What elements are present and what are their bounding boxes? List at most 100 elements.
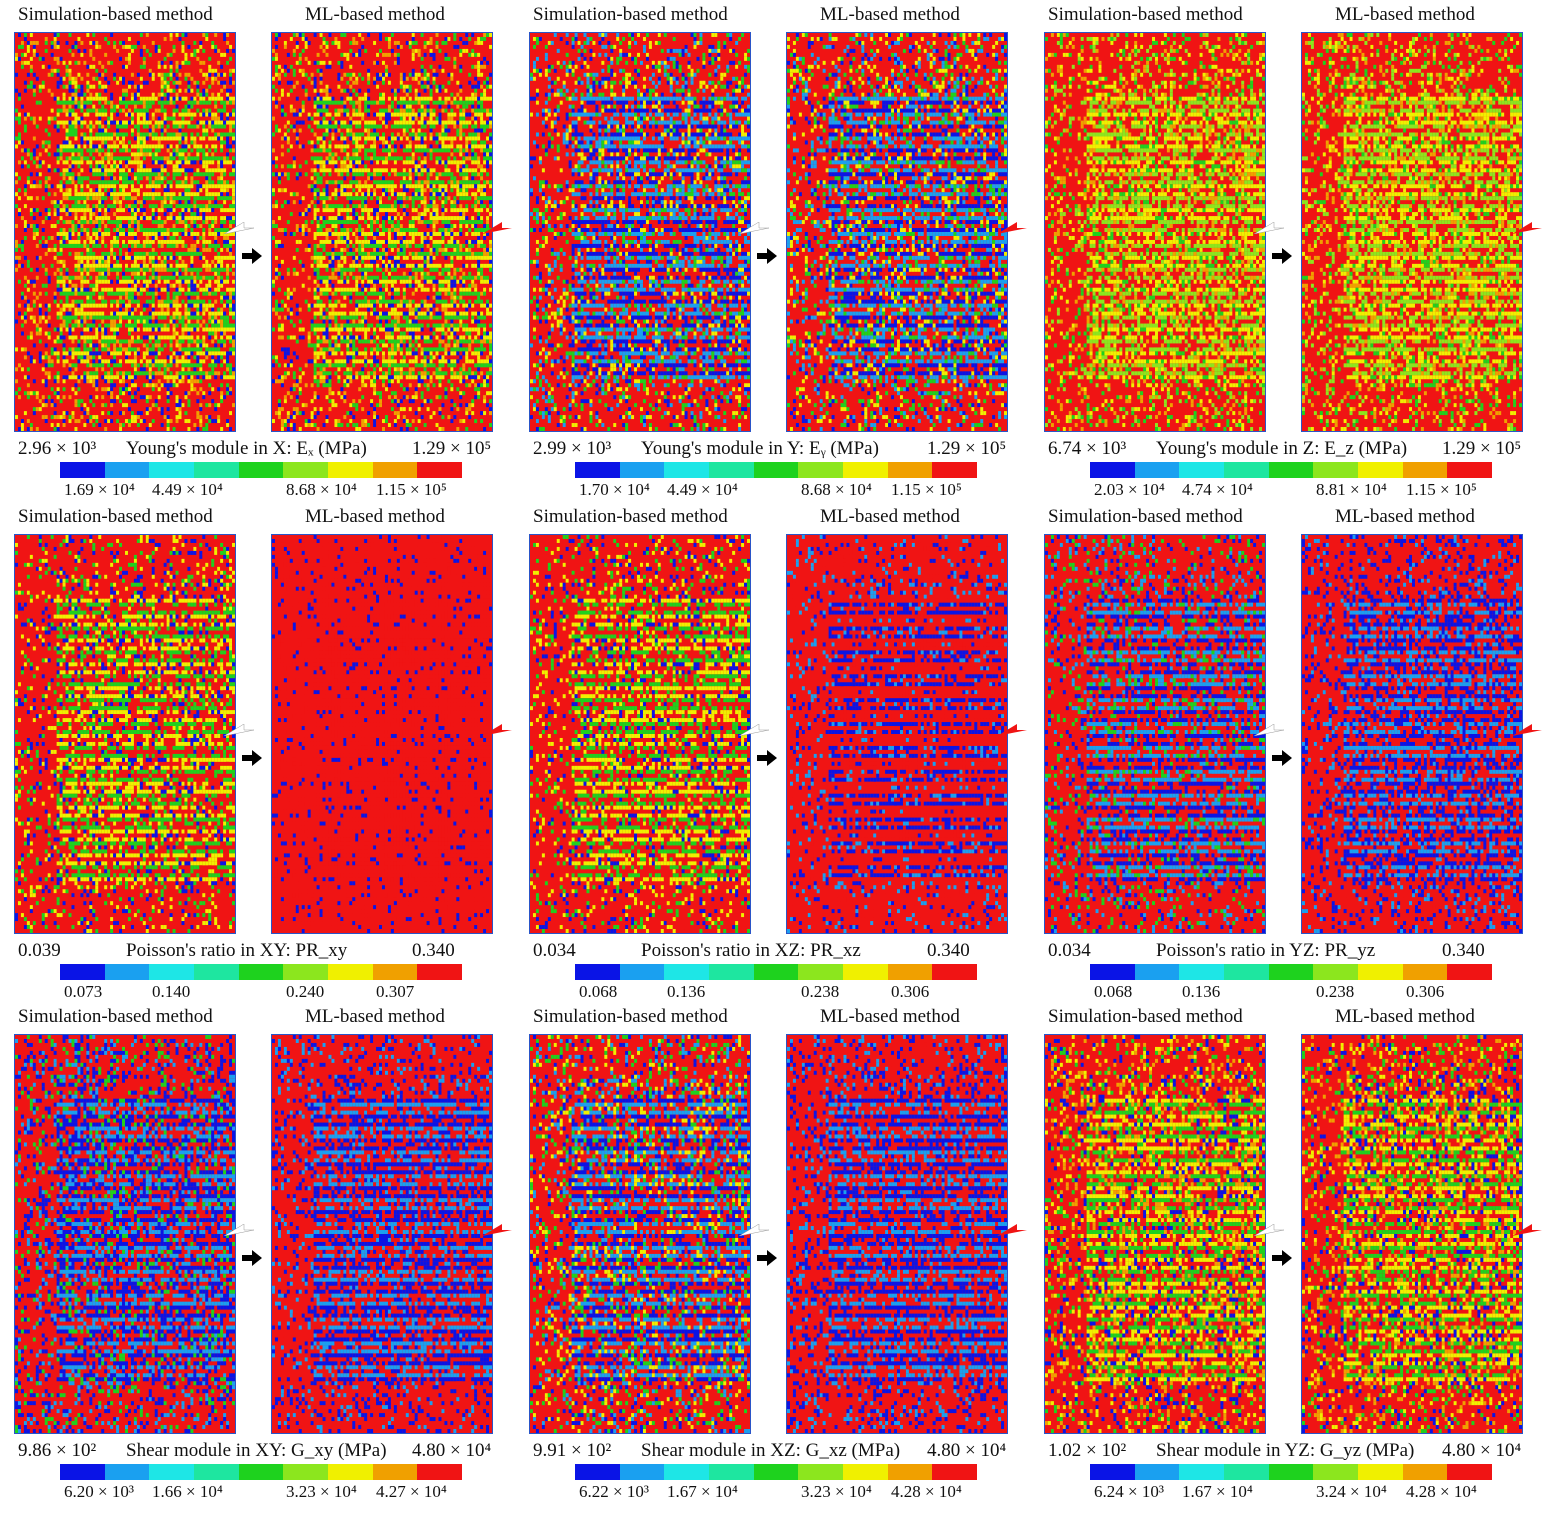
colorbar-tick-label: 0.306 (1406, 982, 1444, 1002)
sim-field-map (1044, 534, 1266, 934)
sim-method-title: Simulation-based method (533, 1006, 728, 1028)
colorbar-tick-label: 8.81 × 10⁴ (1316, 480, 1387, 500)
colorbar-tick-label: 3.24 × 10⁴ (1316, 1482, 1387, 1502)
property-label: Shear module in XY: G_xy (MPa) (126, 1440, 387, 1462)
colorbar-tick-label: 0.068 (579, 982, 617, 1002)
property-panel: Simulation-based method ML-based method … (12, 0, 524, 500)
notch-marker-icon (1512, 1224, 1542, 1236)
colorbar-segment (1090, 1464, 1135, 1480)
colorbar-segment (798, 964, 843, 980)
arrow-right-icon (757, 1250, 777, 1266)
notch-marker-icon (997, 222, 1027, 234)
colorbar-segment (754, 964, 799, 980)
colorbar-segment (664, 964, 709, 980)
colorbar-segment (709, 1464, 754, 1480)
notch-marker-icon (997, 1224, 1027, 1236)
sim-field-map (529, 534, 751, 934)
ml-method-title: ML-based method (1335, 4, 1475, 26)
ml-method-title: ML-based method (1335, 506, 1475, 528)
colorbar-segment (149, 462, 194, 478)
colorbar-max-label: 4.80 × 10⁴ (1442, 1440, 1521, 1462)
colorbar (1090, 462, 1492, 478)
colorbar-segment (1358, 462, 1403, 478)
colorbar-segment (283, 1464, 328, 1480)
colorbar-segment (932, 964, 977, 980)
colorbar-segment (843, 1464, 888, 1480)
arrow-right-icon (242, 750, 262, 766)
ml-method-title: ML-based method (1335, 1006, 1475, 1028)
colorbar-tick-label: 8.68 × 10⁴ (801, 480, 872, 500)
colorbar-segment (1313, 462, 1358, 478)
notch-marker-icon (1254, 1224, 1284, 1236)
colorbar-min-label: 0.034 (1048, 940, 1091, 962)
colorbar-segment (1313, 964, 1358, 980)
colorbar-segment (709, 964, 754, 980)
sim-method-title: Simulation-based method (18, 4, 213, 26)
notch-marker-icon (224, 724, 254, 736)
ml-method-title: ML-based method (820, 1006, 960, 1028)
colorbar-segment (328, 462, 373, 478)
property-label: Poisson's ratio in XY: PR_xy (126, 940, 347, 962)
colorbar-segment (417, 1464, 462, 1480)
colorbar-tick-label: 0.240 (286, 982, 324, 1002)
colorbar-segment (888, 964, 933, 980)
colorbar-segment (149, 1464, 194, 1480)
colorbar-tick-label: 0.238 (1316, 982, 1354, 1002)
colorbar-tick-label: 6.22 × 10³ (579, 1482, 649, 1502)
colorbar-segment (620, 462, 665, 478)
colorbar-max-label: 1.29 × 10⁵ (927, 438, 1006, 460)
colorbar-segment (1269, 1464, 1314, 1480)
colorbar-tick-label: 4.27 × 10⁴ (376, 1482, 447, 1502)
colorbar-segment (328, 1464, 373, 1480)
colorbar-segment (1090, 462, 1135, 478)
colorbar-tick-label: 1.67 × 10⁴ (667, 1482, 738, 1502)
colorbar-segment (1447, 462, 1492, 478)
arrow-right-icon (757, 248, 777, 264)
property-panel: Simulation-based method ML-based method … (1042, 502, 1554, 1002)
property-label: Poisson's ratio in YZ: PR_yz (1156, 940, 1375, 962)
notch-marker-icon (997, 724, 1027, 736)
colorbar-max-label: 0.340 (927, 940, 970, 962)
colorbar-tick-label: 1.15 × 10⁵ (376, 480, 447, 500)
colorbar-tick-label: 1.69 × 10⁴ (64, 480, 135, 500)
colorbar-segment (620, 964, 665, 980)
colorbar-max-label: 0.340 (412, 940, 455, 962)
colorbar-segment (283, 964, 328, 980)
notch-marker-icon (224, 222, 254, 234)
colorbar-tick-label: 3.23 × 10⁴ (801, 1482, 872, 1502)
colorbar-segment (1403, 964, 1448, 980)
colorbar-segment (105, 462, 150, 478)
colorbar-segment (239, 462, 284, 478)
colorbar-tick-label: 8.68 × 10⁴ (286, 480, 357, 500)
ml-field-map (786, 534, 1008, 934)
colorbar-max-label: 1.29 × 10⁵ (1442, 438, 1521, 460)
colorbar-tick-label: 4.74 × 10⁴ (1182, 480, 1253, 500)
colorbar-tick-label: 4.49 × 10⁴ (667, 480, 738, 500)
arrow-right-icon (757, 750, 777, 766)
colorbar-tick-label: 1.15 × 10⁵ (1406, 480, 1477, 500)
colorbar-tick-label: 0.068 (1094, 982, 1132, 1002)
arrow-right-icon (242, 1250, 262, 1266)
colorbar-segment (1179, 964, 1224, 980)
ml-field-map (1301, 32, 1523, 432)
colorbar-segment (664, 1464, 709, 1480)
colorbar-segment (843, 964, 888, 980)
colorbar-segment (60, 1464, 105, 1480)
notch-marker-icon (482, 724, 512, 736)
colorbar-segment (105, 1464, 150, 1480)
property-panel: Simulation-based method ML-based method … (12, 502, 524, 1002)
colorbar-segment (575, 964, 620, 980)
colorbar-segment (1179, 462, 1224, 478)
colorbar (60, 462, 462, 478)
sim-field-map (14, 32, 236, 432)
colorbar-min-label: 1.02 × 10² (1048, 1440, 1126, 1462)
colorbar-segment (754, 1464, 799, 1480)
notch-marker-icon (739, 724, 769, 736)
ml-field-map (271, 1034, 493, 1434)
colorbar-segment (620, 1464, 665, 1480)
colorbar-segment (888, 462, 933, 478)
ml-field-map (786, 32, 1008, 432)
colorbar-segment (60, 964, 105, 980)
colorbar-segment (1224, 462, 1269, 478)
colorbar (575, 462, 977, 478)
